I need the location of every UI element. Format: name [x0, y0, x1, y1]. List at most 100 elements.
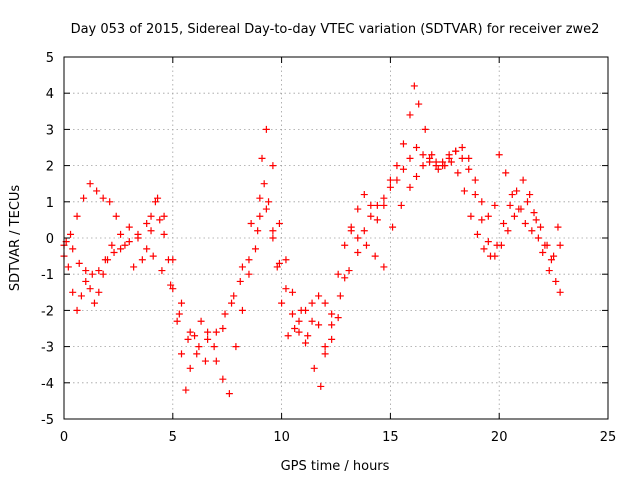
- data-point: [458, 154, 466, 162]
- data-point: [519, 176, 527, 184]
- data-point: [341, 274, 349, 282]
- data-point: [504, 227, 512, 235]
- data-point: [151, 198, 159, 206]
- data-point: [371, 252, 379, 260]
- data-point: [112, 212, 120, 220]
- data-point: [315, 292, 323, 300]
- data-point: [421, 125, 429, 133]
- data-point: [219, 325, 227, 332]
- data-point: [106, 198, 114, 206]
- data-point: [556, 241, 564, 249]
- data-point: [75, 259, 83, 267]
- y-tick-label: -4: [41, 377, 54, 392]
- data-point: [219, 375, 227, 383]
- y-tick-label: -5: [41, 413, 54, 428]
- data-point: [178, 299, 186, 307]
- y-tick-label: 5: [46, 51, 54, 66]
- data-point: [393, 176, 401, 184]
- data-point: [186, 364, 194, 372]
- data-point: [117, 245, 125, 253]
- x-tick-label: 20: [491, 430, 508, 445]
- x-tick-label: 15: [382, 430, 399, 445]
- data-point: [69, 245, 77, 253]
- data-point: [178, 350, 186, 358]
- x-tick-label: 5: [169, 430, 177, 445]
- data-point: [302, 306, 310, 314]
- data-point: [439, 162, 447, 170]
- y-tick-label: 3: [46, 123, 54, 138]
- series-track-a: [60, 144, 564, 398]
- data-point: [73, 212, 81, 220]
- data-point: [362, 241, 370, 249]
- data-point: [221, 310, 229, 318]
- axis-ticks: [63, 56, 609, 420]
- data-point: [93, 187, 101, 195]
- data-point: [156, 216, 164, 224]
- data-point: [282, 256, 290, 264]
- data-point: [275, 259, 283, 267]
- data-point: [147, 227, 155, 235]
- data-point: [432, 158, 440, 166]
- data-point: [484, 212, 492, 220]
- data-point: [434, 165, 442, 173]
- data-point: [269, 234, 277, 242]
- data-point: [64, 263, 72, 271]
- data-point: [310, 364, 318, 372]
- data-point: [465, 154, 473, 162]
- data-point: [515, 205, 523, 213]
- data-point: [465, 165, 473, 173]
- x-tick-label: 25: [600, 430, 617, 445]
- data-point: [212, 328, 220, 336]
- data-point: [360, 191, 368, 199]
- data-point: [539, 248, 547, 256]
- data-point: [454, 169, 462, 177]
- data-point: [73, 306, 81, 314]
- data-point: [275, 220, 283, 228]
- data-point: [304, 332, 312, 340]
- data-point: [273, 263, 281, 271]
- data-point: [341, 241, 349, 249]
- data-point: [328, 310, 336, 318]
- data-point: [82, 277, 90, 285]
- data-point: [458, 144, 466, 151]
- data-point: [149, 252, 157, 260]
- data-point: [445, 154, 453, 162]
- data-point: [334, 270, 342, 278]
- y-tick-label: 2: [46, 160, 54, 175]
- data-point: [317, 382, 325, 390]
- data-point: [321, 299, 329, 307]
- data-point: [125, 223, 133, 231]
- data-point: [134, 234, 142, 242]
- data-point: [334, 314, 342, 322]
- data-point: [315, 321, 323, 329]
- data-point: [173, 317, 181, 325]
- data-point: [86, 180, 94, 188]
- data-point: [321, 350, 329, 358]
- data-point: [154, 194, 162, 202]
- data-point: [491, 201, 499, 209]
- data-point: [191, 332, 199, 340]
- data-point: [302, 339, 310, 347]
- data-point: [80, 194, 88, 202]
- data-point: [212, 357, 220, 365]
- data-point: [169, 256, 177, 264]
- data-point: [288, 288, 296, 296]
- data-point: [262, 125, 270, 133]
- data-point: [406, 183, 414, 191]
- data-point: [428, 151, 436, 159]
- data-points: [60, 82, 564, 398]
- data-point: [480, 245, 488, 253]
- data-point: [530, 209, 538, 217]
- data-point: [245, 256, 253, 264]
- chart-title: Day 053 of 2015, Sidereal Day-to-day VTE…: [71, 22, 600, 37]
- data-point: [373, 201, 381, 209]
- data-point: [245, 270, 253, 278]
- data-point: [99, 194, 107, 202]
- series-track-c: [62, 125, 562, 365]
- data-point: [67, 230, 75, 238]
- data-point: [99, 270, 107, 278]
- data-point: [125, 238, 133, 246]
- data-point: [347, 227, 355, 235]
- y-tick-label: -2: [41, 304, 54, 319]
- data-point: [419, 162, 427, 170]
